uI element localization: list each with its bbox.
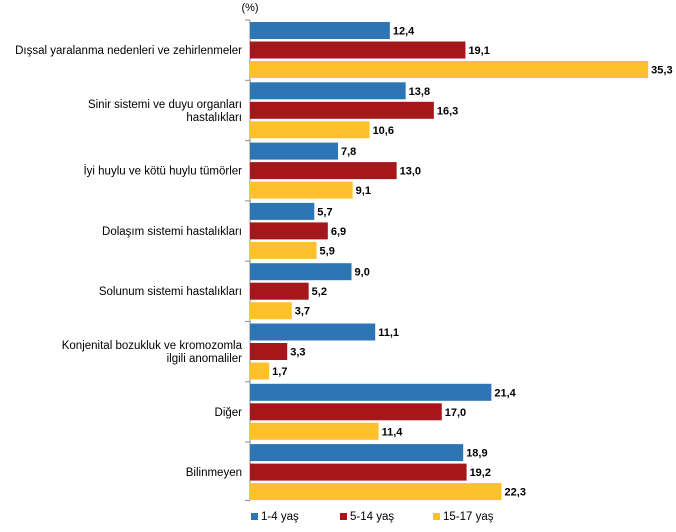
unit-label: (%) — [241, 2, 258, 14]
data-label: 17,0 — [445, 407, 466, 419]
legend: 1-4 yaş 5-14 yaş 15-17 yaş — [251, 511, 494, 523]
bar — [250, 82, 406, 100]
bar — [250, 483, 502, 501]
data-label: 7,8 — [341, 146, 356, 158]
legend-label: 15-17 yaş — [443, 511, 494, 523]
data-label: 22,3 — [505, 487, 526, 499]
data-label: 3,7 — [295, 306, 310, 318]
bar — [250, 61, 649, 78]
bar — [250, 263, 352, 281]
bar — [250, 282, 309, 300]
bar — [250, 383, 492, 401]
data-label: 11,4 — [382, 426, 404, 438]
data-label: 10,6 — [373, 125, 394, 137]
bar — [250, 162, 397, 180]
data-label: 5,7 — [317, 206, 332, 218]
data-label: 19,1 — [468, 45, 489, 57]
bar — [250, 142, 338, 160]
bar — [250, 41, 466, 59]
legend-swatch — [340, 513, 347, 520]
bar — [250, 101, 434, 119]
data-label: 9,0 — [355, 267, 370, 279]
category-label: ilgili anomaliler — [167, 353, 243, 365]
bar — [250, 444, 464, 462]
category-label: Konjenital bozukluk ve kromozomla — [62, 340, 243, 352]
legend-label: 1-4 yaş — [261, 511, 299, 523]
data-label: 21,4 — [494, 387, 516, 399]
category-label: Sinir sistemi ve duyu organları — [88, 99, 242, 111]
legend-label: 5-14 yaş — [350, 511, 394, 523]
data-label: 12,4 — [393, 26, 415, 38]
bar — [250, 302, 292, 320]
data-label: 1,7 — [272, 366, 287, 378]
bar — [250, 362, 270, 380]
data-label: 18,9 — [466, 448, 487, 460]
data-label: 6,9 — [331, 226, 346, 238]
data-label: 9,1 — [356, 185, 371, 197]
bar — [250, 422, 379, 440]
bar — [250, 323, 376, 341]
category-label: Solunum sistemi hastalıkları — [99, 286, 242, 298]
data-label: 5,9 — [320, 245, 335, 257]
legend-swatch — [433, 513, 440, 520]
bar — [250, 463, 467, 481]
data-label: 13,8 — [409, 86, 430, 98]
category-label: Diğer — [215, 407, 243, 419]
data-label: 16,3 — [437, 105, 458, 117]
data-label: 5,2 — [312, 286, 327, 298]
category-label: Dolaşım sistemi hastalıkları — [102, 226, 242, 238]
bar — [250, 222, 328, 240]
plot-area: Dışsal yaralanma nedenleri ve zehirlenme… — [15, 19, 673, 501]
category-label: Bilinmeyen — [186, 467, 242, 479]
category-label: Dışsal yaralanma nedenleri ve zehirlenme… — [15, 45, 242, 57]
bar — [250, 121, 370, 139]
data-label: 3,3 — [290, 347, 305, 359]
bar — [250, 181, 353, 199]
bar — [250, 343, 288, 360]
data-label: 11,1 — [378, 327, 399, 339]
bar — [250, 403, 442, 421]
data-label: 13,0 — [400, 166, 421, 178]
category-label: hastalıkları — [186, 112, 242, 124]
data-label: 19,2 — [470, 467, 491, 479]
legend-swatch — [251, 513, 258, 520]
bar — [250, 202, 315, 220]
bar — [250, 22, 390, 39]
data-label: 35,3 — [651, 65, 672, 77]
category-label: İyi huylu ve kötü huylu tümörler — [83, 165, 242, 178]
bar — [250, 241, 317, 259]
